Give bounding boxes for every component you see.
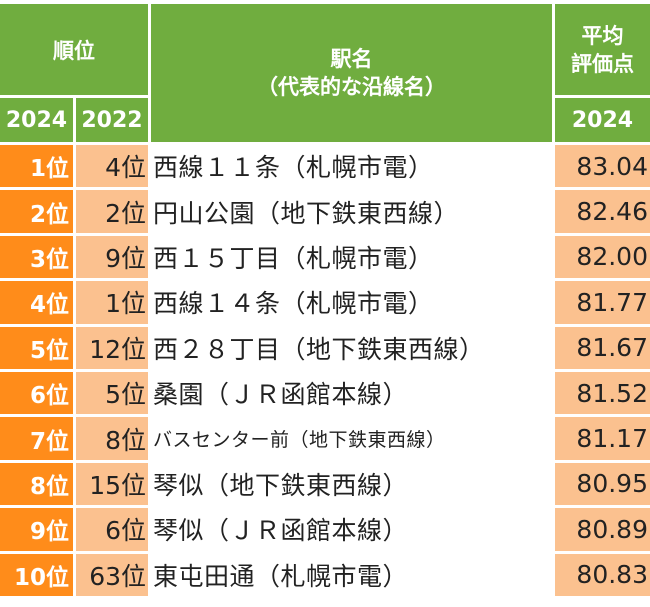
rank-2024: 8位 — [0, 462, 73, 506]
station-name: 西線１１条（札幌市電） — [151, 145, 552, 188]
station-name: 桑園（ＪＲ函館本線） — [151, 371, 552, 415]
average-score: 82.46 — [555, 190, 650, 233]
station-name: 西２８丁目（地下鉄東西線） — [151, 326, 552, 369]
rank-2022: 15位 — [76, 462, 148, 506]
rank-2022: 2位 — [76, 190, 148, 233]
station-name: 東屯田通（札幌市電） — [151, 553, 552, 596]
header-rank: 順位 — [0, 4, 148, 95]
rank-2024: 10位 — [0, 553, 73, 596]
header-score-year: 2024 — [555, 98, 650, 142]
rank-2022: 8位 — [76, 417, 148, 460]
rank-2024: 7位 — [0, 417, 73, 460]
station-name: 円山公園（地下鉄東西線） — [151, 190, 552, 233]
average-score: 80.95 — [555, 462, 650, 506]
rank-2024: 1位 — [0, 145, 73, 188]
rank-2024: 4位 — [0, 281, 73, 324]
rank-2024: 6位 — [0, 371, 73, 415]
header-score-line2: 評価点 — [571, 51, 634, 76]
rank-2022: 63位 — [76, 553, 148, 596]
rank-2022: 5位 — [76, 371, 148, 415]
station-name: 西１５丁目（札幌市電） — [151, 235, 552, 279]
header-year-2024: 2024 — [0, 98, 73, 142]
average-score: 80.83 — [555, 553, 650, 596]
rank-2024: 9位 — [0, 508, 73, 551]
header-name-line2: （代表的な沿線名） — [257, 75, 446, 99]
station-name: 西線１４条（札幌市電） — [151, 281, 552, 324]
rank-2024: 5位 — [0, 326, 73, 369]
header-average-score: 平均 評価点 — [555, 4, 650, 95]
average-score: 81.52 — [555, 371, 650, 415]
header-score-line1: 平均 — [581, 23, 624, 48]
station-name: バスセンター前（地下鉄東西線） — [151, 417, 552, 460]
rank-2024: 2位 — [0, 190, 73, 233]
rank-2022: 1位 — [76, 281, 148, 324]
average-score: 81.17 — [555, 417, 650, 460]
rank-2024: 3位 — [0, 235, 73, 279]
header-year-2022: 2022 — [76, 98, 148, 142]
rank-2022: 6位 — [76, 508, 148, 551]
average-score: 81.77 — [555, 281, 650, 324]
station-name: 琴似（ＪＲ函館本線） — [151, 508, 552, 551]
rank-2022: 9位 — [76, 235, 148, 279]
rank-2022: 12位 — [76, 326, 148, 369]
header-name-line1: 駅名 — [330, 47, 373, 71]
average-score: 82.00 — [555, 235, 650, 279]
station-name: 琴似（地下鉄東西線） — [151, 462, 552, 506]
rank-2022: 4位 — [76, 145, 148, 188]
average-score: 83.04 — [555, 145, 650, 188]
header-station-name: 駅名 （代表的な沿線名） — [151, 4, 552, 142]
average-score: 81.67 — [555, 326, 650, 369]
average-score: 80.89 — [555, 508, 650, 551]
